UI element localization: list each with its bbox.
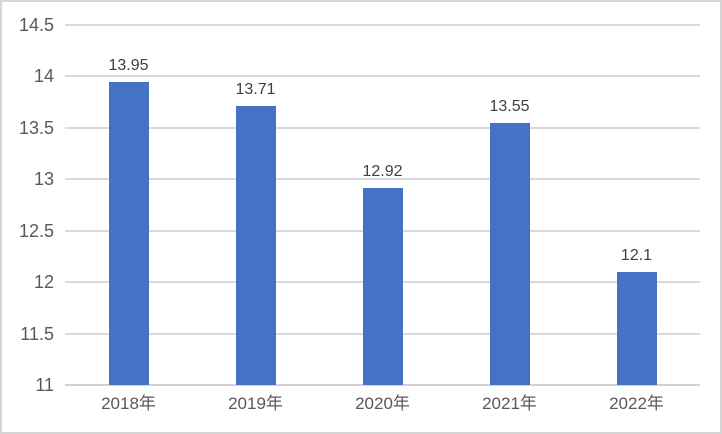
gridline xyxy=(65,24,700,26)
x-tick-label: 2018年 xyxy=(101,394,156,413)
data-label: 13.95 xyxy=(108,56,149,74)
y-tick-label: 11.5 xyxy=(20,323,54,344)
y-tick-label: 13 xyxy=(33,169,54,190)
bar-2019年 xyxy=(235,106,276,385)
x-tick-label: 2021年 xyxy=(482,394,537,413)
bar-2018年 xyxy=(108,81,149,385)
bar-2022年 xyxy=(616,271,657,385)
y-tick-label: 14.5 xyxy=(18,15,54,35)
data-label: 13.71 xyxy=(235,81,276,99)
gridline xyxy=(65,126,700,129)
y-tick-label: 11 xyxy=(35,375,54,395)
x-tick-label: 2019年 xyxy=(228,394,283,413)
x-tick-label: 2020年 xyxy=(355,394,410,413)
x-axis-line xyxy=(65,384,700,386)
data-label: 13.55 xyxy=(489,97,530,115)
data-label: 12.1 xyxy=(620,246,653,264)
bar-2020年 xyxy=(362,187,403,385)
gridline xyxy=(65,178,700,181)
y-tick-label: 12.5 xyxy=(18,220,54,241)
y-tick-label: 13.5 xyxy=(18,117,54,138)
bar-2021年 xyxy=(489,122,530,385)
y-tick-label: 14 xyxy=(33,66,54,87)
y-tick-label: 12 xyxy=(33,272,54,293)
x-tick-label: 2022年 xyxy=(609,394,664,413)
data-label: 12.92 xyxy=(362,162,403,180)
gridline xyxy=(65,75,700,78)
